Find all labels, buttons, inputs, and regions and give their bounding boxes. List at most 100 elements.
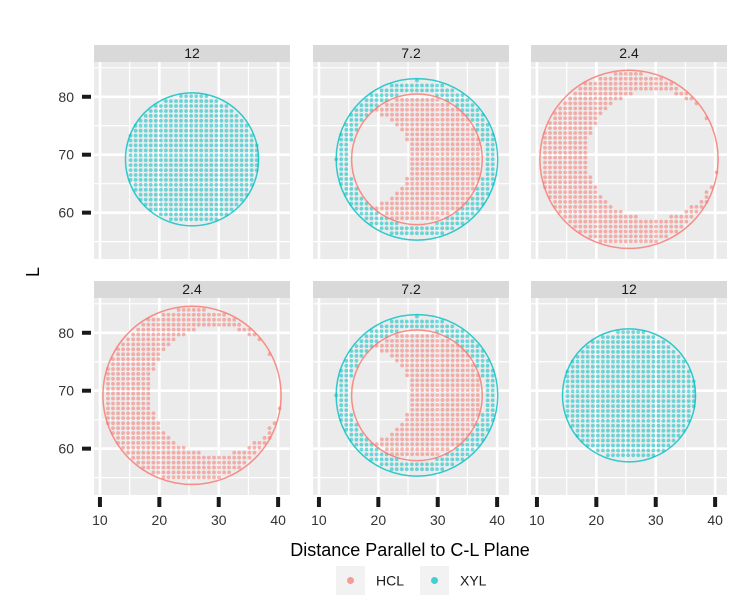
data-point-hcl bbox=[121, 367, 125, 371]
data-point-hcl bbox=[430, 181, 435, 186]
data-point-hcl bbox=[141, 391, 146, 396]
data-point-hcl bbox=[395, 98, 399, 102]
data-point-xyl bbox=[158, 187, 163, 192]
data-point-hcl bbox=[475, 162, 480, 166]
facet-strip bbox=[313, 281, 509, 298]
data-point-xyl bbox=[354, 359, 359, 363]
data-point-hcl bbox=[171, 460, 176, 465]
data-point-hcl bbox=[455, 122, 460, 127]
data-point-xyl bbox=[214, 207, 219, 212]
data-point-xyl bbox=[420, 231, 424, 236]
data-point-xyl bbox=[611, 359, 615, 364]
data-point-hcl bbox=[470, 162, 475, 166]
data-point-xyl bbox=[349, 196, 354, 201]
data-point-xyl bbox=[621, 374, 625, 379]
data-point-hcl bbox=[415, 447, 420, 452]
data-point-hcl bbox=[558, 190, 562, 195]
data-point-hcl bbox=[156, 421, 161, 426]
data-point-hcl bbox=[578, 180, 583, 185]
data-point-hcl bbox=[435, 398, 440, 402]
data-point-xyl bbox=[339, 403, 344, 408]
data-point-hcl bbox=[405, 417, 409, 422]
data-point-xyl bbox=[214, 178, 219, 182]
data-point-xyl bbox=[480, 177, 485, 181]
data-point-hcl bbox=[435, 427, 440, 432]
data-point-hcl bbox=[440, 427, 445, 432]
data-point-xyl bbox=[204, 128, 209, 133]
data-point-xyl bbox=[374, 329, 379, 334]
data-point-xyl bbox=[249, 178, 254, 182]
data-point-xyl bbox=[420, 83, 424, 88]
data-point-hcl bbox=[425, 334, 430, 338]
data-point-hcl bbox=[405, 452, 409, 457]
data-point-xyl bbox=[339, 147, 344, 152]
data-point-xyl bbox=[626, 350, 630, 354]
data-point-hcl bbox=[460, 398, 465, 402]
data-point-xyl bbox=[389, 221, 394, 226]
data-point-hcl bbox=[578, 140, 583, 145]
data-point-hcl bbox=[440, 368, 445, 373]
data-point-xyl bbox=[169, 168, 173, 173]
data-point-hcl bbox=[573, 150, 578, 155]
data-point-xyl bbox=[585, 359, 590, 364]
data-point-xyl bbox=[475, 363, 480, 368]
data-point-hcl bbox=[131, 347, 136, 352]
data-point-hcl bbox=[395, 112, 399, 117]
data-point-xyl bbox=[214, 187, 219, 192]
data-point-hcl bbox=[146, 406, 151, 411]
data-point-hcl bbox=[207, 470, 211, 475]
data-point-xyl bbox=[611, 350, 615, 354]
data-point-hcl bbox=[217, 475, 221, 480]
data-point-hcl bbox=[603, 209, 608, 214]
data-point-hcl bbox=[583, 214, 588, 219]
data-point-hcl bbox=[222, 470, 227, 475]
data-point-xyl bbox=[590, 359, 595, 364]
data-point-hcl bbox=[430, 447, 435, 452]
data-point-xyl bbox=[606, 345, 610, 349]
data-point-xyl bbox=[364, 452, 369, 457]
data-point-xyl bbox=[354, 363, 359, 368]
data-point-xyl bbox=[379, 452, 384, 457]
data-point-xyl bbox=[369, 329, 374, 334]
data-point-xyl bbox=[249, 153, 254, 158]
data-point-xyl bbox=[656, 350, 661, 354]
data-point-xyl bbox=[209, 168, 214, 173]
data-point-xyl bbox=[184, 114, 189, 118]
data-point-xyl bbox=[158, 178, 163, 182]
data-point-xyl bbox=[174, 197, 178, 202]
data-point-hcl bbox=[430, 137, 435, 142]
data-point-hcl bbox=[583, 126, 588, 130]
data-point-xyl bbox=[661, 428, 666, 433]
data-point-hcl bbox=[445, 403, 450, 407]
facet-panel: 12 bbox=[531, 281, 727, 495]
data-point-xyl bbox=[244, 153, 249, 158]
data-point-hcl bbox=[161, 460, 166, 465]
data-point-hcl bbox=[181, 317, 186, 322]
data-point-hcl bbox=[141, 376, 146, 381]
data-point-xyl bbox=[349, 354, 354, 358]
data-point-hcl bbox=[400, 447, 404, 452]
data-point-xyl bbox=[455, 452, 460, 457]
data-point-hcl bbox=[141, 460, 146, 465]
data-point-xyl bbox=[138, 192, 143, 197]
data-point-hcl bbox=[445, 447, 450, 452]
data-point-xyl bbox=[616, 448, 620, 453]
data-point-hcl bbox=[664, 224, 668, 229]
data-point-hcl bbox=[435, 171, 440, 176]
data-point-xyl bbox=[621, 433, 625, 438]
data-point-xyl bbox=[359, 447, 364, 452]
data-point-hcl bbox=[395, 211, 399, 216]
data-point-xyl bbox=[349, 363, 354, 368]
data-point-xyl bbox=[671, 369, 676, 374]
data-point-xyl bbox=[404, 231, 409, 236]
data-point-hcl bbox=[425, 353, 430, 358]
data-point-hcl bbox=[111, 367, 115, 371]
data-point-xyl bbox=[601, 335, 605, 339]
data-point-xyl bbox=[179, 118, 183, 123]
data-point-hcl bbox=[608, 81, 613, 86]
data-point-hcl bbox=[420, 132, 425, 137]
data-point-hcl bbox=[146, 401, 151, 406]
data-point-xyl bbox=[580, 359, 585, 364]
data-point-hcl bbox=[435, 373, 440, 378]
data-point-xyl bbox=[580, 374, 585, 379]
